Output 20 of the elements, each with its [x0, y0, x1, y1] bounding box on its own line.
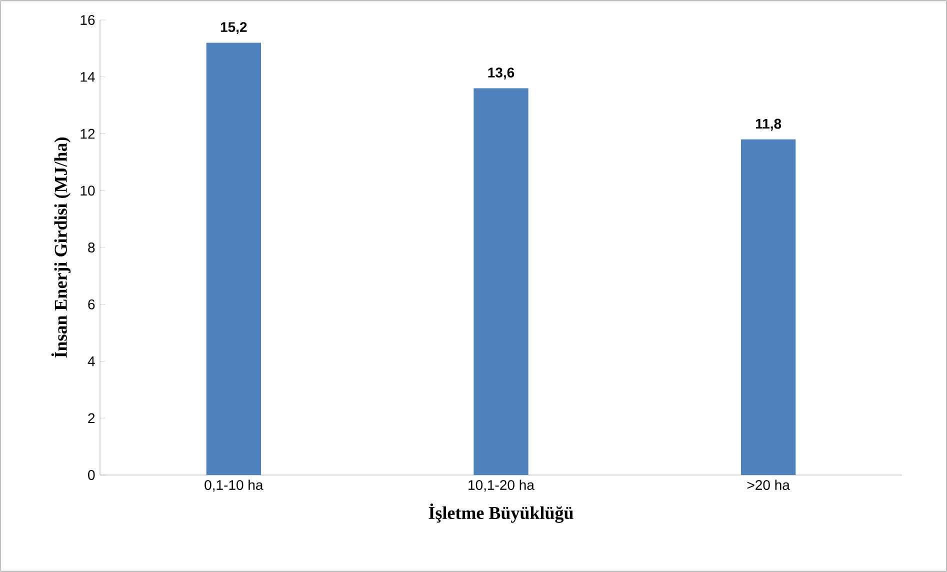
x-tick-label: 10,1-20 ha — [468, 480, 534, 492]
y-tick-label: 4 — [88, 356, 95, 366]
x-tick-label: 0,1-10 ha — [204, 480, 264, 492]
x-tick-label: >20 ha — [747, 480, 790, 490]
y-tick-label: 2 — [88, 413, 95, 424]
x-axis-title: İşletme Büyüklüğü — [428, 503, 574, 523]
y-tick-label: 0 — [88, 470, 95, 480]
data-label: 11,8 — [756, 118, 782, 131]
y-tick-label: 14 — [80, 72, 95, 82]
bar — [474, 88, 528, 475]
bar — [741, 139, 796, 475]
y-tick-label: 12 — [80, 128, 95, 139]
bar — [206, 42, 261, 475]
data-label: 13,6 — [488, 68, 514, 80]
y-tick-label: 6 — [88, 299, 95, 310]
y-tick-label: 10 — [80, 186, 95, 196]
y-tick-label: 16 — [80, 15, 95, 25]
data-label: 15,2 — [220, 22, 247, 34]
y-tick-label: 8 — [88, 242, 95, 252]
y-axis-title: İnsan Enerji Girdisi (MJ/ha) — [51, 138, 71, 358]
